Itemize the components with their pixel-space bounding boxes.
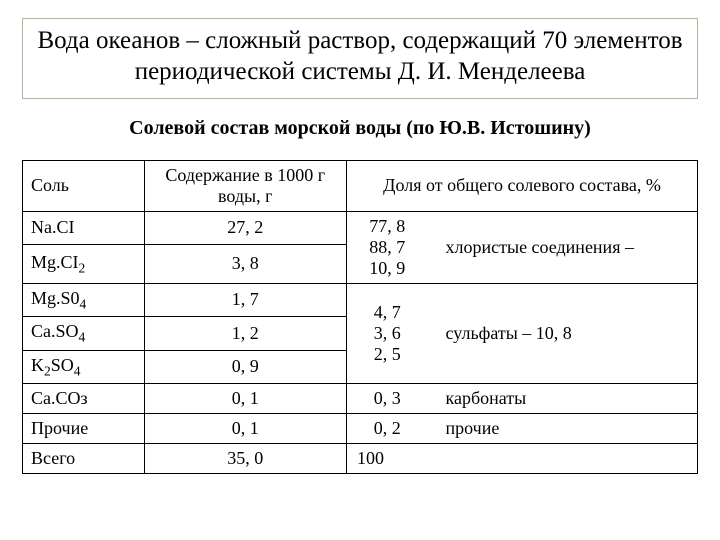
slide-title: Вода океанов – сложный раствор, содержащ… [33,25,687,88]
header-content: Содержание в 1000 г воды, г [144,160,347,211]
subtitle: Солевой состав морской воды (по Ю.В. Ист… [22,117,698,140]
cell-salt: Ca.SO4 [23,317,145,351]
row-nacl: Na.CI 27, 2 77, 8 88, 7 10, 9 хлористые … [23,211,698,245]
cell-val: 0, 9 [144,350,347,384]
row-caco3: Ca.COз 0, 1 0, 3 карбонаты [23,384,698,414]
cell-label: прочие [428,414,698,444]
cell-salt: K2SO4 [23,350,145,384]
cell-val: 1, 2 [144,317,347,351]
cell-val: 27, 2 [144,211,347,245]
cell-salt: Ca.COз [23,384,145,414]
title-box: Вода океанов – сложный раствор, содержащ… [22,18,698,99]
cell-label: хлористые соединения – [428,211,698,283]
cell-salt: Na.CI [23,211,145,245]
cell-pct: 100 [347,444,428,474]
salt-table: Соль Содержание в 1000 г воды, г Доля от… [22,160,698,475]
cell-val: 35, 0 [144,444,347,474]
cell-pct: 0, 3 [347,384,428,414]
cell-label [428,444,698,474]
header-share: Доля от общего солевого состава, % [347,160,698,211]
cell-val: 0, 1 [144,414,347,444]
cell-val: 1, 7 [144,283,347,317]
row-total: Всего 35, 0 100 [23,444,698,474]
cell-val: 3, 8 [144,245,347,283]
cell-salt: Всего [23,444,145,474]
cell-pct: 4, 7 3, 6 2, 5 [347,283,428,384]
cell-pct: 77, 8 88, 7 10, 9 [347,211,428,283]
cell-val: 0, 1 [144,384,347,414]
cell-label: карбонаты [428,384,698,414]
row-other: Прочие 0, 1 0, 2 прочие [23,414,698,444]
row-mgso4: Mg.S04 1, 7 4, 7 3, 6 2, 5 сульфаты – 10… [23,283,698,317]
cell-pct: 0, 2 [347,414,428,444]
header-salt: Соль [23,160,145,211]
slide: Вода океанов – сложный раствор, содержащ… [0,0,720,540]
cell-salt: Прочие [23,414,145,444]
cell-label: сульфаты – 10, 8 [428,283,698,384]
header-row: Соль Содержание в 1000 г воды, г Доля от… [23,160,698,211]
cell-salt: Mg.S04 [23,283,145,317]
cell-salt: Mg.CI2 [23,245,145,283]
